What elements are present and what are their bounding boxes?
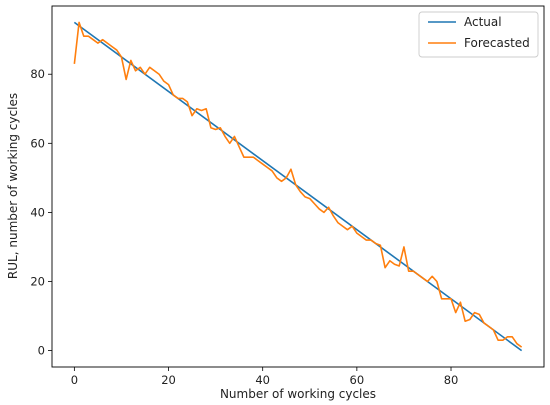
y-tick-label: 60 [30, 136, 45, 150]
y-tick-label: 40 [30, 205, 45, 219]
x-tick-label: 0 [71, 373, 78, 387]
legend: Actual Forecasted [418, 11, 539, 58]
plot-area [73, 21, 523, 352]
x-axis-ticks: 0 20 40 60 80 [71, 367, 459, 387]
axes-frame [51, 5, 545, 368]
series-line-forecasted [73, 21, 523, 348]
y-axis-label: RUL, number of working cycles [6, 93, 20, 279]
legend-label-actual: Actual [464, 15, 502, 29]
legend-box [418, 11, 539, 58]
y-axis-ticks: 0 20 40 60 80 [30, 67, 52, 358]
x-tick-label: 20 [161, 373, 176, 387]
x-tick-label: 60 [350, 373, 365, 387]
y-tick-label: 0 [38, 344, 45, 358]
y-tick-label: 80 [30, 67, 45, 81]
x-tick-label: 40 [255, 373, 270, 387]
series-line-actual [73, 21, 523, 352]
legend-label-forecasted: Forecasted [464, 36, 530, 50]
y-tick-label: 20 [30, 275, 45, 289]
x-tick-label: 80 [444, 373, 459, 387]
x-axis-label: Number of working cycles [220, 387, 376, 401]
